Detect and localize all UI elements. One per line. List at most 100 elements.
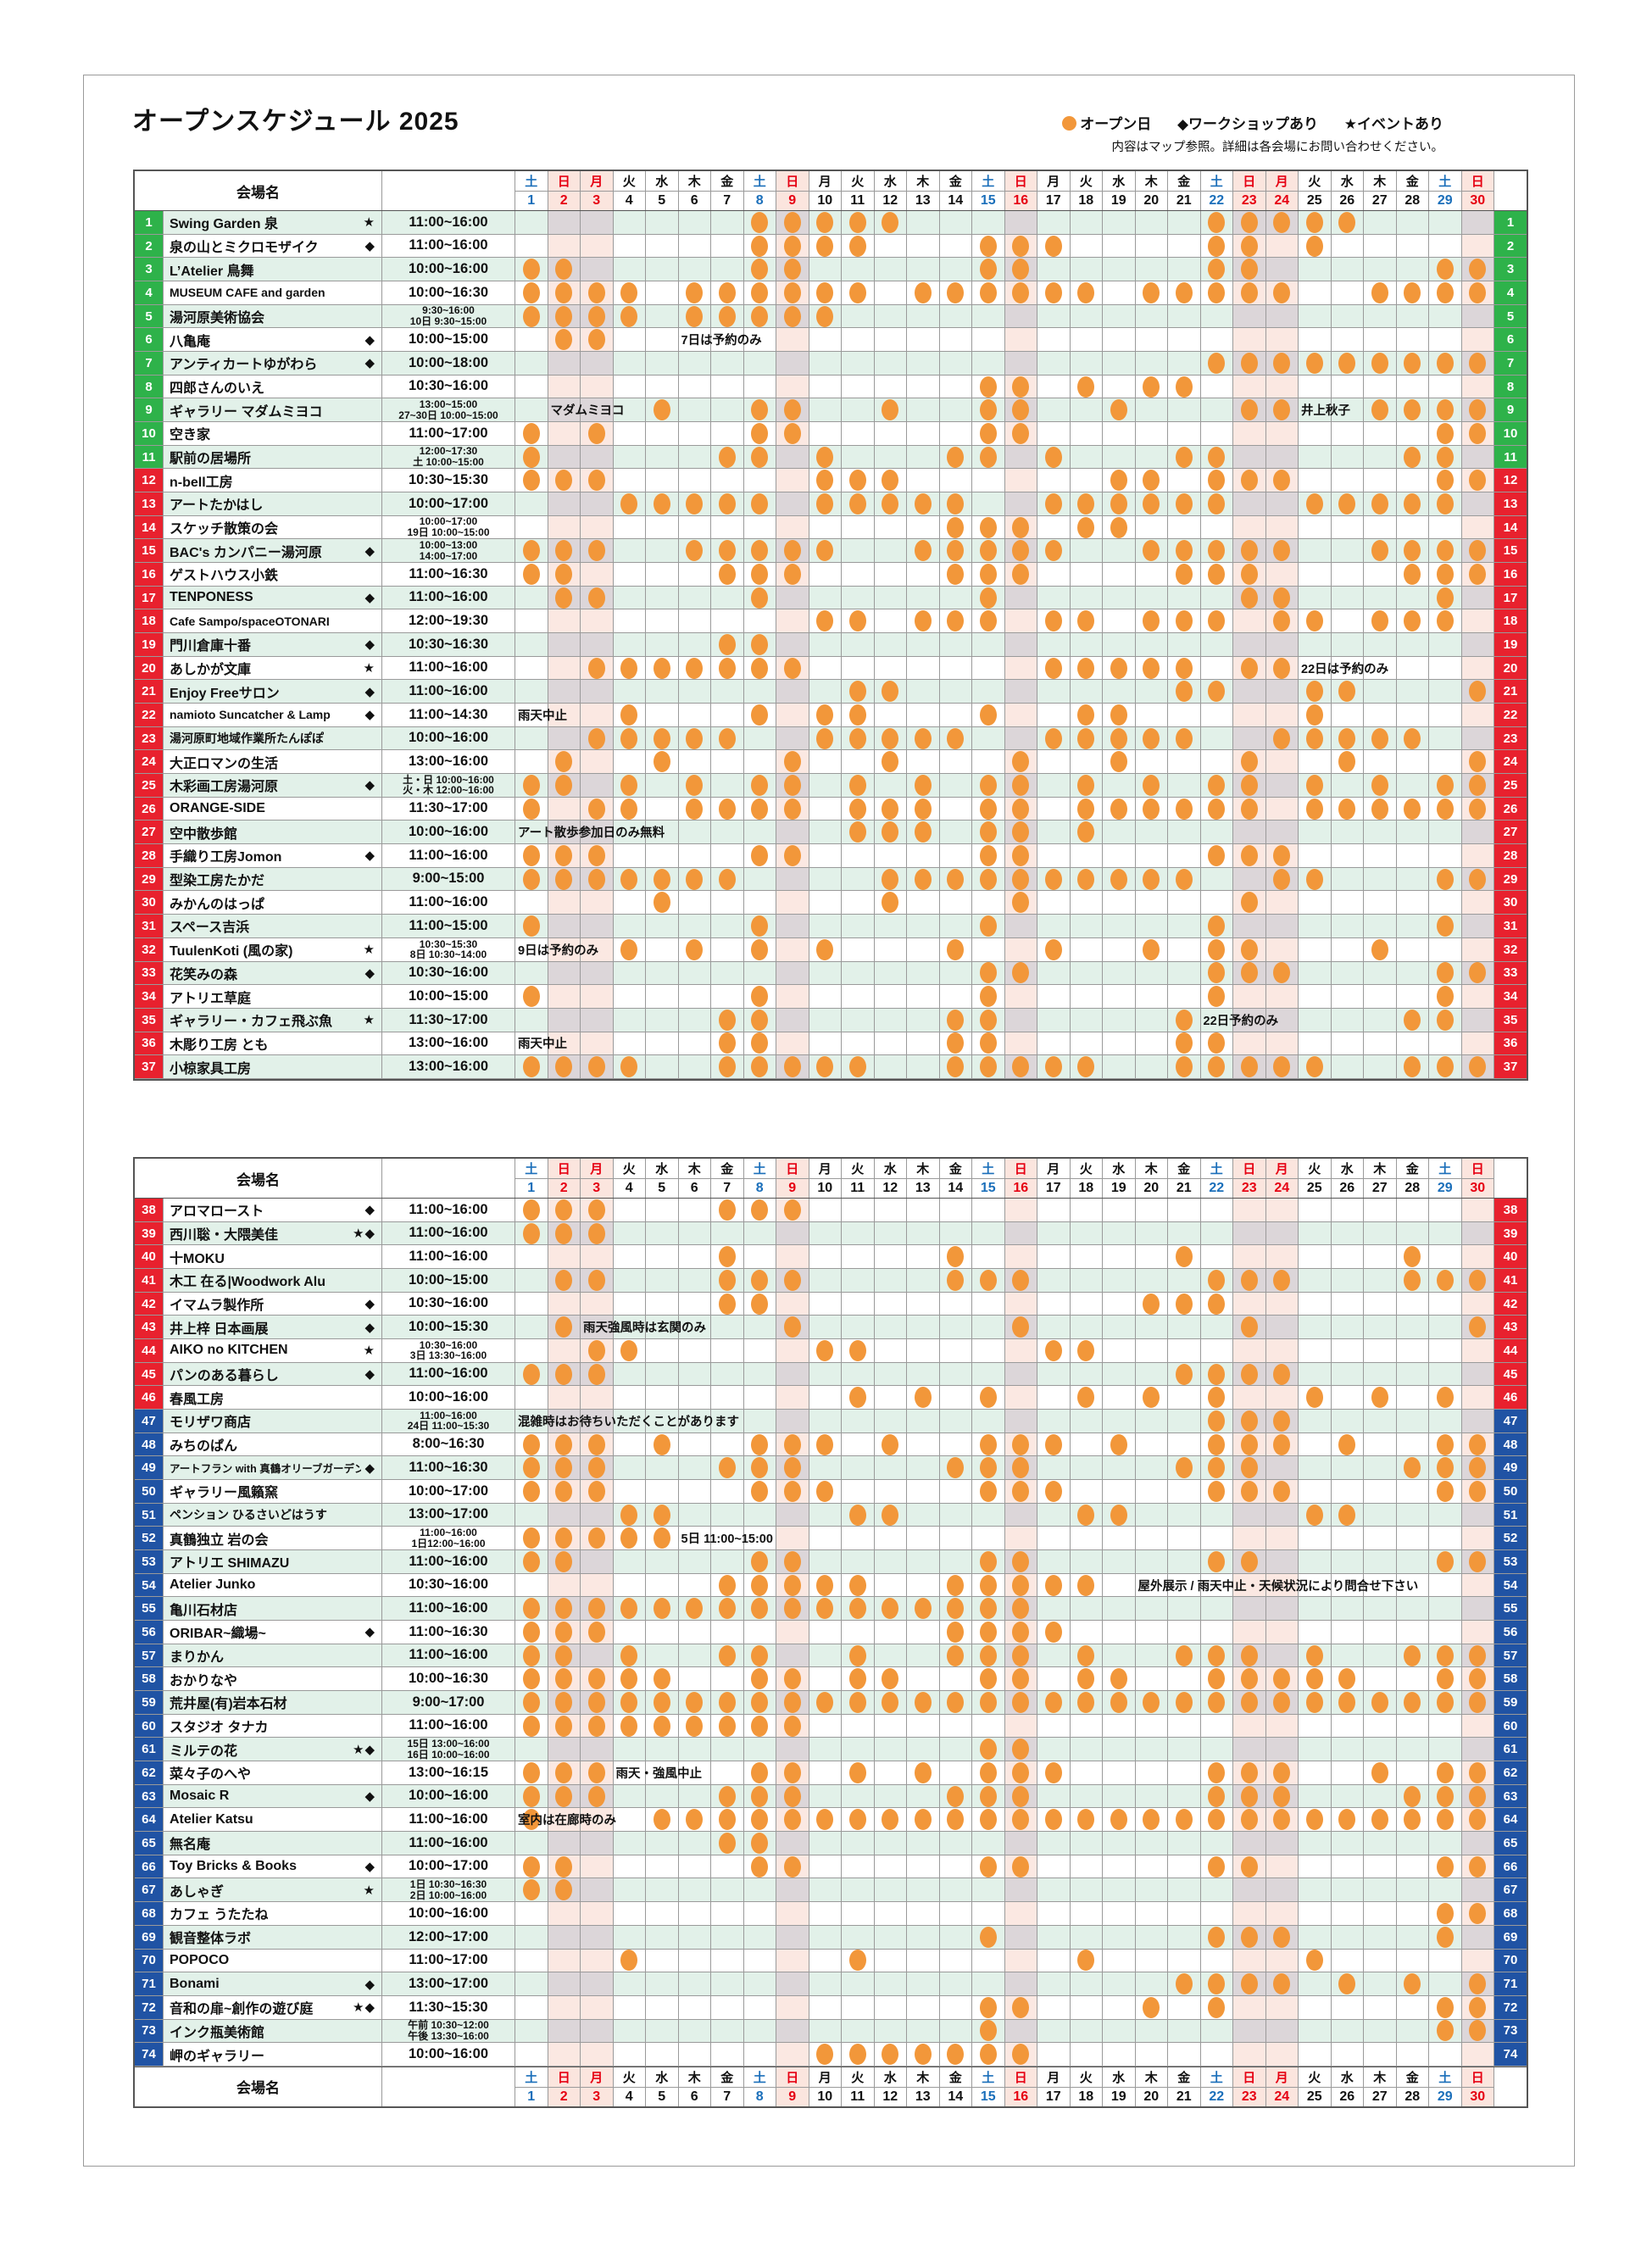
day-cell <box>1265 515 1299 540</box>
open-day-dot <box>1044 868 1062 890</box>
day-cell <box>581 234 614 259</box>
hours-line: 13:00~17:00 <box>408 1506 489 1522</box>
day-cell <box>1331 1032 1364 1056</box>
day-cell <box>646 867 679 892</box>
day-cell <box>743 2019 776 2044</box>
day-cell <box>1103 1410 1136 1433</box>
open-day-dot <box>587 587 605 609</box>
day-cell <box>1364 1362 1397 1387</box>
open-day-dot <box>1175 446 1193 468</box>
day-cell <box>939 961 972 986</box>
day-cell <box>613 704 646 727</box>
day-cell <box>678 1410 711 1433</box>
day-header: 月 10 <box>809 2067 842 2106</box>
venue-row: 38 アロマロースト ◆ 11:00~16:00 38 <box>135 1199 1527 1222</box>
day-cell <box>1004 375 1037 399</box>
day-cell <box>842 515 875 540</box>
day-cell <box>613 1597 646 1622</box>
day-cell <box>1135 961 1168 986</box>
day-cell <box>515 797 548 821</box>
day-cell <box>515 1456 548 1481</box>
day-cell <box>1299 1597 1332 1622</box>
open-day-dot <box>555 1480 573 1502</box>
day-cell <box>743 1292 776 1316</box>
venue-name: 菜々子のへや <box>170 1767 252 1783</box>
venue-name-cell: 湯河原美術協会 <box>164 304 382 329</box>
venue-number-right: 1 <box>1494 211 1527 235</box>
day-cell <box>711 445 744 470</box>
day-number-label: 26 <box>1331 2086 1363 2106</box>
venue-number: 4 <box>135 281 164 305</box>
day-cell <box>1429 985 1462 1009</box>
venue-row: 71 Bonami ◆ 13:00~17:00 71 <box>135 1972 1527 1996</box>
day-cell <box>1265 1621 1299 1644</box>
day-cell <box>1168 281 1201 305</box>
day-cell <box>1364 774 1397 798</box>
day-cell <box>939 797 972 821</box>
day-cell <box>1331 586 1364 610</box>
day-number-label: 9 <box>776 2086 809 2106</box>
day-cell <box>1200 1597 1233 1622</box>
day-cell <box>1070 985 1103 1009</box>
day-cell <box>1364 1432 1397 1457</box>
open-day-dot <box>914 1598 932 1620</box>
day-cell <box>515 1269 548 1293</box>
open-day-dot <box>620 1644 638 1666</box>
day-cell <box>743 515 776 540</box>
open-day-dot <box>979 844 997 866</box>
day-cell <box>1299 1691 1332 1715</box>
day-cell <box>1331 1362 1364 1387</box>
day-cell <box>1265 1386 1299 1410</box>
day-of-week-label: 土 <box>1210 2070 1223 2085</box>
open-day-dot <box>816 1433 834 1455</box>
day-cell <box>907 281 940 305</box>
venue-name-cell: 門川倉庫十番 ◆ <box>164 633 382 657</box>
day-cell <box>1429 469 1462 493</box>
day-cell <box>874 1995 907 2020</box>
day-cell <box>678 1902 711 1926</box>
day-cell <box>1364 1410 1397 1433</box>
open-day-dot <box>1338 751 1356 773</box>
day-cell <box>1461 1055 1494 1079</box>
day-cell <box>1364 609 1397 634</box>
open-day-dot <box>686 1809 704 1831</box>
day-cell <box>776 656 809 681</box>
day-cell <box>809 1808 842 1833</box>
day-cell <box>1396 1245 1429 1270</box>
open-day-dot <box>979 1809 997 1831</box>
day-cell <box>939 563 972 587</box>
day-cell <box>548 726 581 751</box>
day-cell <box>809 633 842 657</box>
day-cell <box>548 328 581 353</box>
day-cell <box>1429 1691 1462 1715</box>
day-cell <box>743 1269 776 1293</box>
open-day-dot <box>816 727 834 749</box>
day-cell <box>646 586 679 610</box>
day-cell <box>515 1902 548 1926</box>
day-cell <box>613 1878 646 1903</box>
day-cell <box>1364 1925 1397 1950</box>
day-cell <box>743 1761 776 1785</box>
day-cell <box>1265 304 1299 329</box>
open-day-dot <box>751 1032 769 1054</box>
open-day-dot <box>1273 727 1291 749</box>
hours-line: 19日 10:00~15:00 <box>407 526 490 539</box>
day-cell <box>842 774 875 798</box>
open-day-dot <box>947 1269 965 1291</box>
venue-hours: 13:00~17:00 <box>382 1503 515 1527</box>
open-day-dot <box>1012 1644 1030 1666</box>
day-cell <box>613 1269 646 1293</box>
day-number-label: 26 <box>1331 1177 1363 1198</box>
day-cell <box>776 445 809 470</box>
open-day-dot <box>1469 1809 1487 1831</box>
day-cell <box>1103 1995 1136 2020</box>
day-cell <box>548 1221 581 1246</box>
hours-line: 11:00~15:00 <box>409 917 488 933</box>
day-number-label: 7 <box>711 1177 743 1198</box>
open-day-dot <box>947 1809 965 1831</box>
open-day-dot <box>848 821 866 843</box>
day-cell <box>1265 539 1299 564</box>
venue-name-cell: 木彫り工房 とも <box>164 1032 382 1056</box>
day-cell <box>1233 1503 1266 1527</box>
day-cell <box>646 797 679 821</box>
